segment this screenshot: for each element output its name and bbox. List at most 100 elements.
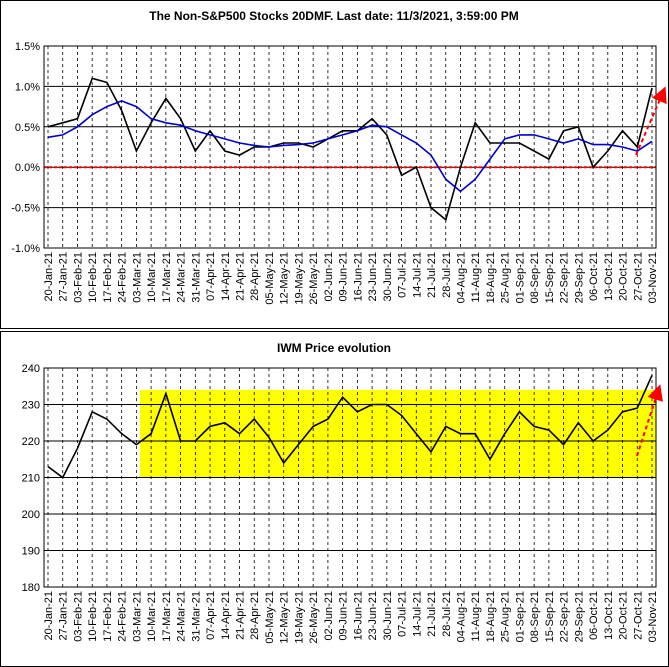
x-tick-label: 23-Jun-21 (367, 591, 379, 641)
plots: -1.0%-0.5%0.0%0.5%1.0%1.5%20-Jan-21 27-Ja… (11, 41, 659, 644)
y-tick-label: 180 (22, 582, 40, 594)
x-tick-label: 23-Jun-21 (367, 252, 379, 302)
y-tick-label: -0.5% (11, 203, 40, 215)
x-tick-label: 28-Jul-21 (441, 591, 453, 637)
x-tick-label: 01-Sep-21 (514, 591, 526, 642)
plot-frame (43, 45, 657, 249)
x-tick-label: 16-Jun-21 (352, 591, 364, 641)
x-tick-label: 05-May-21 (264, 252, 276, 305)
x-tick-label: 24-Feb-21 (117, 591, 129, 642)
trend-arrow (636, 384, 663, 457)
x-tick-label: 20-Jan-21 (43, 252, 55, 302)
chart-title: IWM Price evolution (277, 341, 391, 355)
x-tick-label: 15-Sep-21 (544, 591, 556, 642)
y-tick-label: 190 (22, 546, 40, 558)
x-tick-label: 08-Sep-21 (529, 591, 541, 642)
x-tick-label: 20-Oct-21 (618, 591, 630, 640)
x-tick-label: 08-Sep-21 (529, 252, 541, 303)
x-tick-label: 07-Apr-21 (205, 252, 217, 301)
x-tick-label: 20-Jan-21 (43, 591, 55, 641)
x-tick-label: 17-Feb-21 (102, 591, 114, 642)
x-tick-label: 28-Apr-21 (249, 591, 261, 640)
x-tick-label: 04-Aug-21 (455, 591, 467, 642)
x-tick-label: 04-Aug-21 (455, 252, 467, 303)
x-tick-label: 13-Oct-21 (603, 591, 615, 640)
x-tick-label: 29-Sep-21 (573, 591, 585, 642)
y-tick-label: 1.0% (15, 81, 40, 93)
x-tick-label: 14-Jul-21 (411, 252, 423, 298)
x-tick-label: 07-Apr-21 (205, 591, 217, 640)
x-tick-label: 09-Jun-21 (338, 591, 350, 641)
x-tick-label: 24-Mar-21 (176, 252, 188, 303)
x-tick-label: 17-Feb-21 (102, 252, 114, 303)
x-tick-label: 02-Jun-21 (323, 591, 335, 641)
x-tick-label: 11-Aug-21 (470, 591, 482, 642)
x-tick-label: 11-Aug-21 (470, 252, 482, 303)
x-tick-label: 06-Oct-21 (588, 252, 600, 301)
x-tick-label: 26-May-21 (308, 591, 320, 644)
x-tick-label: 10-Feb-21 (87, 591, 99, 642)
x-tick-label: 02-Jun-21 (323, 252, 335, 302)
y-tick-label: 200 (22, 509, 40, 521)
x-tick-label: 14-Apr-21 (220, 591, 232, 640)
x-tick-label: 13-Oct-21 (603, 252, 615, 301)
data-line (47, 374, 653, 479)
x-tick-label: 03-Mar-21 (131, 591, 143, 642)
plot-frame (43, 367, 657, 588)
x-tick-label: 12-May-21 (279, 252, 291, 305)
x-tick-label: 27-Jan-21 (58, 252, 70, 302)
data-line (47, 100, 653, 193)
x-tick-label: 31-Mar-21 (190, 591, 202, 642)
x-tick-label: 19-May-21 (293, 252, 305, 305)
x-tick-label: 03-Feb-21 (72, 252, 84, 303)
x-tick-label: 31-Mar-21 (190, 252, 202, 303)
x-tick-label: 25-Aug-21 (500, 591, 512, 642)
x-tick-label: 21-Jul-21 (426, 252, 438, 298)
x-tick-label: 18-Aug-21 (485, 252, 497, 303)
x-tick-label: 12-May-21 (279, 591, 291, 644)
x-tick-label: 14-Jul-21 (411, 591, 423, 637)
x-tick-label: 10-Mar-21 (146, 252, 158, 303)
y-tick-label: 1.5% (15, 41, 40, 53)
x-tick-label: 25-Aug-21 (500, 252, 512, 303)
plot-area (43, 45, 657, 249)
y-tick-label: 0.0% (15, 162, 40, 174)
x-tick-label: 14-Apr-21 (220, 252, 232, 301)
x-tick-label: 07-Jul-21 (397, 252, 409, 298)
x-tick-label: 21-Apr-21 (235, 252, 247, 301)
x-tick-label: 03-Nov-21 (647, 252, 659, 303)
x-tick-label: 06-Oct-21 (588, 591, 600, 640)
x-tick-label: 18-Aug-21 (485, 591, 497, 642)
x-tick-label: 20-Oct-21 (618, 252, 630, 301)
x-tick-label: 21-Jul-21 (426, 591, 438, 637)
x-tick-label: 30-Jun-21 (382, 252, 394, 302)
x-tick-label: 15-Sep-21 (544, 252, 556, 303)
y-tick-label: -1.0% (11, 243, 40, 255)
x-tick-label: 27-Jan-21 (58, 591, 70, 641)
x-tick-label: 10-Feb-21 (87, 252, 99, 303)
x-tick-label: 19-May-21 (293, 591, 305, 644)
x-tick-label: 28-Apr-21 (249, 252, 261, 301)
x-tick-label: 22-Sep-21 (559, 591, 571, 642)
y-tick-label: 210 (22, 473, 40, 485)
trend-arrow (635, 86, 667, 156)
x-tick-label: 17-Mar-21 (161, 591, 173, 642)
y-tick-label: 240 (22, 363, 40, 375)
x-tick-label: 30-Jun-21 (382, 591, 394, 641)
x-tick-label: 17-Mar-21 (161, 252, 173, 303)
x-tick-label: 26-May-21 (308, 252, 320, 305)
x-tick-label: 01-Sep-21 (514, 252, 526, 303)
y-tick-label: 0.5% (15, 122, 40, 134)
data-line (47, 77, 653, 222)
x-tick-label: 03-Feb-21 (72, 591, 84, 642)
y-tick-label: 230 (22, 400, 40, 412)
x-tick-label: 03-Mar-21 (131, 252, 143, 303)
chart-title: The Non-S&P500 Stocks 20DMF. Last date: … (149, 9, 518, 23)
x-tick-label: 07-Jul-21 (397, 591, 409, 637)
x-tick-label: 05-May-21 (264, 591, 276, 644)
x-tick-label: 29-Sep-21 (573, 252, 585, 303)
x-tick-label: 27-Oct-21 (632, 591, 644, 640)
x-tick-label: 24-Feb-21 (117, 252, 129, 303)
x-tick-label: 16-Jun-21 (352, 252, 364, 302)
